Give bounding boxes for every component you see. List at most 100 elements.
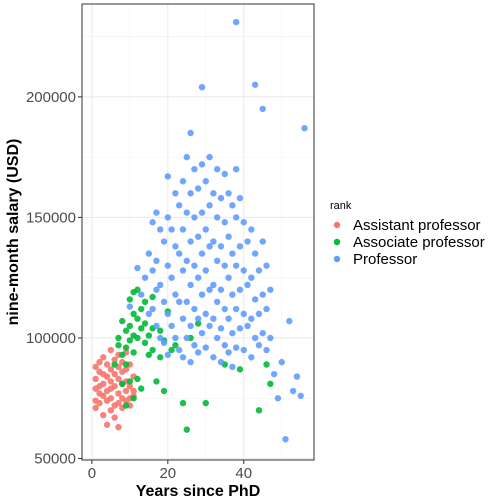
data-point — [122, 387, 130, 395]
data-point — [217, 194, 225, 202]
data-point — [255, 342, 263, 349]
data-point — [179, 354, 187, 361]
data-point — [122, 402, 130, 409]
data-point — [225, 315, 232, 322]
data-point — [111, 356, 118, 363]
data-point — [130, 387, 137, 395]
data-point — [198, 209, 206, 216]
data-point — [119, 317, 126, 325]
data-point — [198, 250, 206, 257]
data-point — [191, 262, 198, 269]
y-tick-label: 150000 — [26, 209, 76, 226]
data-point — [244, 281, 251, 289]
data-point — [251, 296, 259, 303]
data-point — [198, 83, 206, 91]
data-point — [263, 346, 270, 354]
x-tick-labels: 0 20 40 — [88, 465, 252, 482]
data-point — [225, 233, 232, 240]
data-point — [240, 346, 247, 354]
data-point — [134, 315, 141, 322]
data-point — [115, 424, 122, 431]
data-point — [126, 322, 134, 330]
data-point — [107, 395, 115, 402]
data-point — [267, 380, 274, 387]
data-point — [259, 291, 266, 298]
data-point — [130, 349, 137, 356]
data-point — [229, 329, 236, 337]
data-point — [251, 334, 259, 342]
data-point — [141, 339, 149, 346]
data-point — [183, 334, 190, 342]
data-point — [103, 373, 111, 380]
data-point — [115, 334, 122, 342]
data-point — [202, 226, 209, 233]
data-point — [134, 286, 141, 293]
data-point — [244, 238, 251, 245]
data-point — [240, 267, 247, 274]
data-point — [92, 375, 99, 383]
data-point — [232, 344, 240, 351]
data-point — [179, 267, 187, 274]
data-point — [153, 257, 160, 265]
data-point — [164, 262, 172, 269]
data-point — [134, 375, 141, 383]
data-point — [183, 209, 190, 216]
data-point — [191, 165, 198, 173]
data-point — [126, 383, 134, 390]
data-point — [157, 327, 164, 334]
data-point — [202, 310, 209, 318]
data-point — [244, 322, 251, 330]
axis-ticks — [78, 96, 245, 464]
data-point — [232, 18, 240, 26]
data-point — [126, 337, 134, 344]
data-point — [111, 383, 118, 390]
data-point — [210, 281, 217, 289]
data-point — [149, 219, 156, 226]
x-tick-label: 20 — [159, 465, 176, 482]
data-point — [183, 257, 190, 265]
data-point — [96, 358, 103, 366]
data-point — [194, 185, 202, 192]
data-point — [172, 334, 179, 342]
data-point — [149, 267, 156, 274]
data-point — [115, 390, 122, 397]
data-point — [206, 243, 213, 250]
data-point — [130, 310, 137, 318]
data-point — [122, 344, 130, 351]
data-point — [198, 161, 206, 168]
data-point — [179, 178, 187, 185]
data-point — [213, 214, 221, 221]
data-point — [157, 281, 164, 289]
data-point — [187, 190, 194, 197]
data-point — [210, 354, 217, 361]
data-point — [259, 105, 266, 113]
data-point — [232, 262, 240, 269]
data-point — [111, 414, 118, 421]
y-tick-label: 50000 — [34, 451, 76, 468]
x-tick-label: 0 — [88, 465, 96, 482]
data-point — [213, 298, 221, 306]
data-point — [149, 346, 156, 354]
y-tick-labels: 50000 100000 150000 200000 — [26, 89, 76, 468]
data-point — [297, 392, 304, 400]
data-point — [229, 250, 236, 257]
data-point — [103, 421, 111, 428]
data-point — [153, 322, 160, 330]
data-point — [240, 219, 247, 226]
data-point — [221, 170, 228, 178]
data-point — [210, 238, 217, 245]
data-point — [176, 298, 183, 306]
data-point — [191, 305, 198, 313]
data-point — [164, 310, 172, 318]
data-point — [225, 190, 232, 197]
data-point — [301, 124, 308, 132]
data-point — [225, 274, 232, 281]
data-point — [289, 387, 297, 395]
data-point — [210, 190, 217, 197]
data-point — [107, 366, 115, 373]
data-point — [198, 291, 206, 298]
legend-label: Associate professor — [353, 234, 485, 251]
